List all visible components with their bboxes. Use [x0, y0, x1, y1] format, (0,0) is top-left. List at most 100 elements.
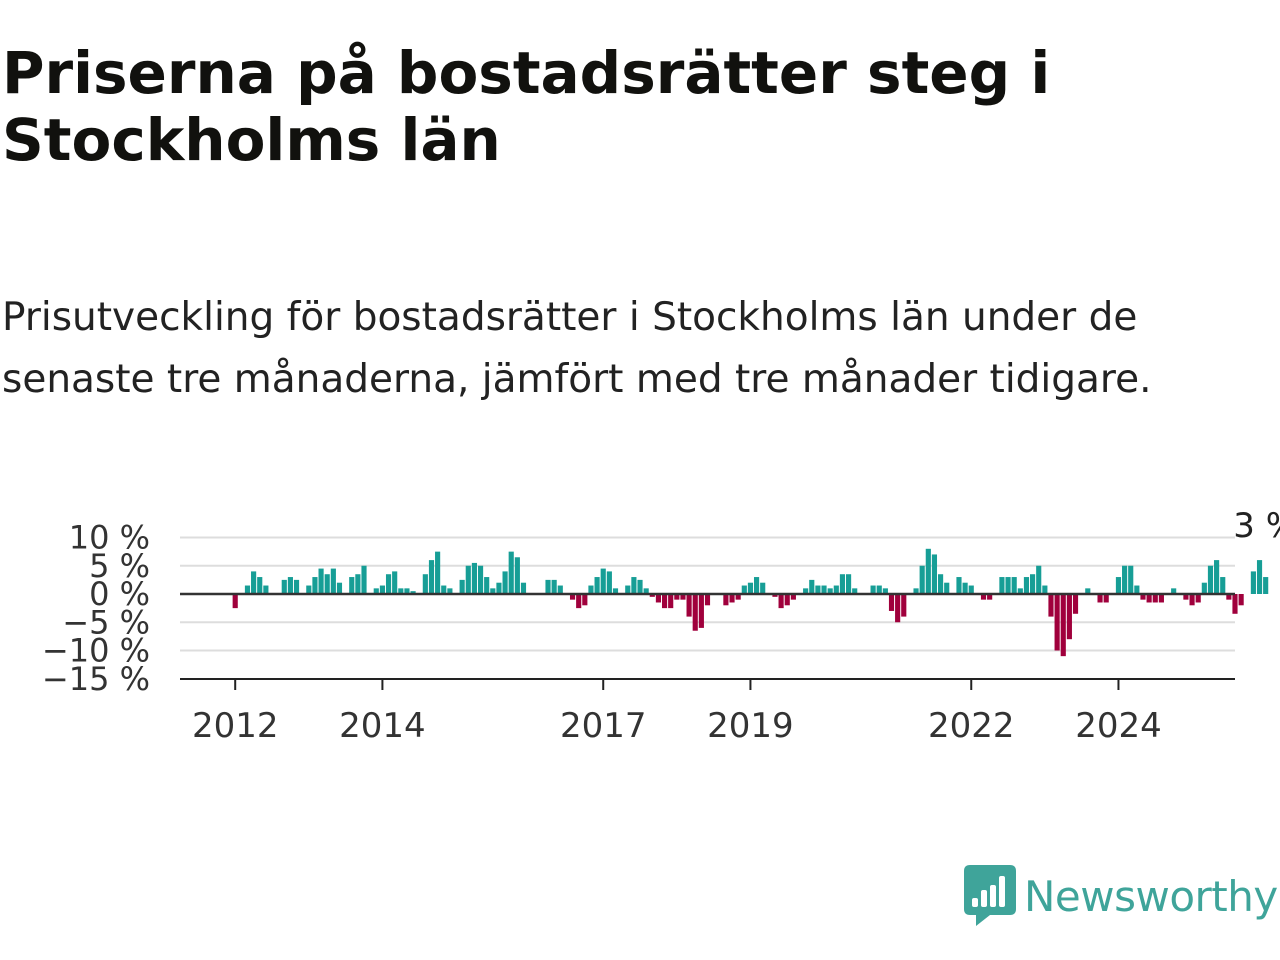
bar — [404, 588, 410, 594]
bar — [318, 568, 324, 595]
bar — [631, 577, 637, 594]
bar — [551, 579, 557, 595]
bar — [1152, 594, 1158, 603]
y-tick-label: 5 % — [89, 547, 150, 585]
x-tick-label: 2017 — [560, 706, 647, 746]
last-value-label: 3 % — [1233, 506, 1280, 546]
bar — [465, 565, 471, 594]
bar — [1017, 588, 1023, 594]
bar — [1189, 594, 1195, 606]
bar — [882, 588, 888, 594]
bar — [1030, 574, 1036, 594]
bar — [477, 565, 484, 594]
bar — [1183, 594, 1189, 600]
bar — [1097, 594, 1103, 603]
bar — [680, 594, 686, 600]
bar — [637, 579, 643, 595]
bar — [600, 568, 606, 595]
bar — [735, 594, 741, 600]
bar — [778, 594, 784, 609]
bar — [821, 585, 827, 595]
bar — [1214, 560, 1220, 594]
bar — [1195, 594, 1201, 603]
bar — [827, 588, 833, 594]
bar — [1054, 594, 1060, 651]
bar — [606, 571, 612, 594]
bar — [1122, 565, 1128, 594]
bar — [846, 574, 852, 594]
bar — [760, 582, 766, 594]
bar — [1207, 565, 1214, 594]
bar — [496, 582, 502, 594]
bar — [1226, 594, 1232, 600]
bar — [833, 585, 839, 595]
bar — [251, 571, 257, 594]
bar — [925, 548, 931, 594]
bar — [484, 577, 490, 594]
bar — [330, 568, 336, 595]
bar — [373, 588, 379, 594]
bar — [410, 591, 416, 594]
bar — [784, 594, 790, 606]
bar — [355, 574, 361, 594]
bar — [999, 577, 1005, 594]
bar — [244, 585, 251, 595]
bar — [968, 585, 974, 595]
bar — [520, 582, 527, 594]
bar — [232, 594, 238, 609]
bar — [1066, 594, 1072, 640]
bar — [980, 594, 987, 600]
bar — [569, 594, 576, 600]
bar — [281, 579, 287, 595]
bar — [582, 594, 588, 606]
y-tick-label: 0 % — [89, 575, 150, 613]
chart-title: Priserna på bostadsrätter steg i Stockho… — [2, 39, 1051, 174]
bar — [1011, 577, 1017, 594]
bar — [1134, 585, 1140, 595]
bar — [698, 594, 704, 628]
bar-chart: 10 %5 %0 %−5 %−10 %−15 % 2012 2014 2017 201… — [42, 506, 1280, 746]
bar — [557, 585, 563, 595]
bar — [723, 594, 729, 606]
bar — [661, 594, 668, 609]
bar — [1158, 594, 1164, 603]
bar — [1036, 565, 1042, 594]
bar — [803, 588, 809, 594]
bar — [306, 585, 312, 595]
x-tick-label: 2019 — [707, 706, 794, 746]
bar — [385, 574, 392, 594]
bar — [1085, 588, 1091, 594]
bar — [931, 554, 938, 594]
bar — [686, 594, 692, 617]
bar — [1232, 594, 1238, 614]
bar — [1023, 577, 1030, 594]
bar — [612, 588, 619, 594]
bar — [839, 574, 846, 594]
bar — [655, 594, 661, 603]
bar — [809, 579, 815, 595]
bar — [349, 577, 355, 594]
bar — [668, 594, 674, 609]
bar — [508, 551, 514, 595]
bar — [1171, 588, 1177, 594]
bar — [870, 585, 876, 595]
chart-subtitle: Prisutveckling för bostadsrätter i Stock… — [2, 295, 1152, 402]
bar — [962, 582, 968, 594]
bar — [1220, 577, 1226, 594]
bar — [502, 571, 508, 594]
bar — [753, 577, 760, 594]
brand-name: Newsworthy — [1024, 871, 1278, 921]
y-tick-label: 10 % — [69, 519, 150, 557]
y-tick-label: −5 % — [62, 603, 150, 641]
bar — [895, 594, 901, 623]
bars — [232, 548, 1269, 657]
bar — [392, 571, 398, 594]
bar — [987, 594, 993, 600]
bar — [772, 594, 778, 597]
bar — [649, 594, 655, 597]
newsworthy-logo-icon — [964, 865, 1016, 926]
bar — [1256, 560, 1263, 594]
bar — [576, 594, 582, 609]
bar — [1072, 594, 1079, 614]
bar — [588, 585, 594, 595]
